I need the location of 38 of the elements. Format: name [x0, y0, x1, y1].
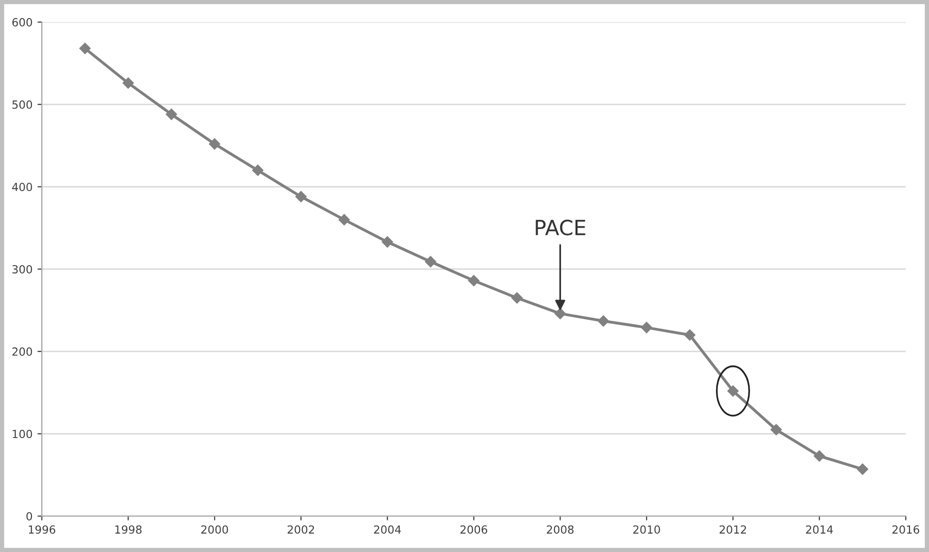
point	[79, 42, 91, 54]
x-tick-label: 2000	[201, 525, 228, 534]
point	[252, 164, 264, 176]
y-tick-label: 200	[12, 347, 32, 356]
x-tick-label: 2016	[892, 525, 920, 534]
point	[814, 450, 825, 462]
x-tick-label: 2008	[546, 525, 574, 534]
point	[208, 138, 220, 150]
point	[295, 191, 307, 202]
point	[770, 424, 782, 436]
point	[468, 275, 480, 286]
x-tick-label: 2010	[633, 525, 660, 534]
point	[640, 322, 652, 334]
x-tick-label: 2012	[720, 525, 746, 534]
point	[856, 464, 868, 475]
point	[554, 308, 566, 320]
y-tick-label: 300	[12, 265, 32, 274]
x-tick-label: 2006	[460, 525, 488, 534]
point	[166, 108, 178, 120]
y-tick-label: 400	[12, 182, 32, 192]
x-tick-label: 1996	[28, 525, 56, 534]
point	[382, 236, 393, 248]
x-tick-label: 1998	[115, 525, 142, 534]
point	[598, 315, 609, 327]
y-tick-label: 600	[12, 18, 32, 26]
point	[511, 292, 523, 304]
x-tick-label: 2002	[288, 525, 314, 534]
point	[424, 256, 436, 268]
annotation: PACE	[536, 220, 586, 236]
point	[727, 385, 739, 397]
x-tick-label: 2004	[374, 525, 401, 534]
point	[338, 214, 350, 226]
y-tick-label: 100	[12, 430, 32, 438]
point	[684, 329, 696, 341]
y-tick-label: 500	[12, 100, 32, 109]
point	[122, 77, 134, 89]
x-tick-label: 2014	[806, 525, 833, 534]
y-tick-label: 0	[26, 512, 32, 520]
